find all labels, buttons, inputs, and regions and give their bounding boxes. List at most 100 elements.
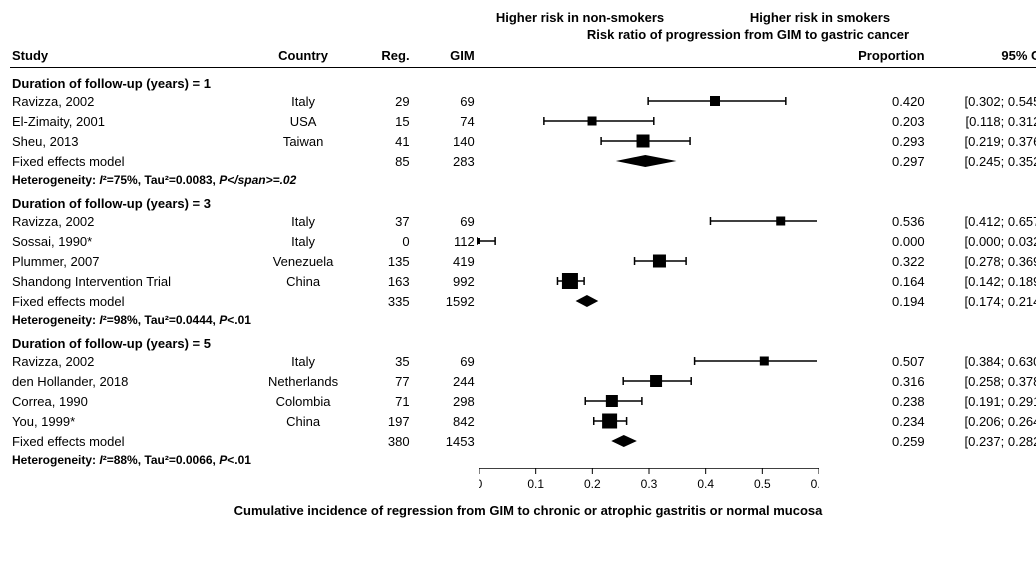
table-row: Ravizza, 2002Italy37690.536[0.412; 0.657… xyxy=(10,212,1036,232)
header-right-label: Higher risk in smokers xyxy=(710,10,930,27)
country-label xyxy=(249,152,358,172)
reg-value: 163 xyxy=(357,272,411,292)
ci-value: [0.384; 0.630] xyxy=(927,352,1036,372)
bottom-caption-row: Cumulative incidence of regression from … xyxy=(10,497,1036,519)
svg-text:0.1: 0.1 xyxy=(527,477,544,491)
reg-value: 85 xyxy=(357,152,411,172)
reg-value: 77 xyxy=(357,372,411,392)
forest-marker xyxy=(477,352,850,372)
svg-text:0.3: 0.3 xyxy=(640,477,657,491)
group-title: Duration of follow-up (years) = 1 xyxy=(10,67,1036,92)
reg-value: 135 xyxy=(357,252,411,272)
ci-value: [0.258; 0.378] xyxy=(927,372,1036,392)
proportion-value: 0.297 xyxy=(850,152,926,172)
proportion-value: 0.316 xyxy=(850,372,926,392)
proportion-value: 0.420 xyxy=(850,92,926,112)
heterogeneity-text: Heterogeneity: I²=88%, Tau²=0.0066, P<.0… xyxy=(10,452,1036,468)
study-label: Sheu, 2013 xyxy=(10,132,249,152)
forest-marker xyxy=(477,112,850,132)
bottom-caption: Cumulative incidence of regression from … xyxy=(10,497,1036,519)
table-row: Ravizza, 2002Italy35690.507[0.384; 0.630… xyxy=(10,352,1036,372)
svg-text:0.5: 0.5 xyxy=(754,477,771,491)
forest-plot-table: Study Country Reg. GIM Proportion 95% CI… xyxy=(10,44,1036,519)
heterogeneity-text: Heterogeneity: I²=75%, Tau²=0.0083, P</s… xyxy=(10,172,1036,188)
forest-marker xyxy=(477,392,850,412)
ci-value: [0.245; 0.352] xyxy=(927,152,1036,172)
reg-value: 197 xyxy=(357,412,411,432)
proportion-value: 0.238 xyxy=(850,392,926,412)
gim-value: 992 xyxy=(412,272,477,292)
table-row: El-Zimaity, 2001USA15740.203[0.118; 0.31… xyxy=(10,112,1036,132)
group-header: Duration of follow-up (years) = 1 xyxy=(10,67,1036,92)
forest-plot-top-header: Higher risk in non-smokers Higher risk i… xyxy=(450,10,1036,44)
col-study: Study xyxy=(10,44,249,68)
country-label: Italy xyxy=(249,352,358,372)
ci-value: [0.219; 0.376] xyxy=(927,132,1036,152)
heterogeneity-row: Heterogeneity: I²=75%, Tau²=0.0083, P</s… xyxy=(10,172,1036,188)
forest-marker xyxy=(477,272,850,292)
col-plot xyxy=(477,44,850,68)
study-label: Ravizza, 2002 xyxy=(10,212,249,232)
ci-value: [0.174; 0.214] xyxy=(927,292,1036,312)
forest-marker xyxy=(477,92,850,112)
table-row: You, 1999*China1978420.234[0.206; 0.264] xyxy=(10,412,1036,432)
ci-value: [0.302; 0.545] xyxy=(927,92,1036,112)
heterogeneity-row: Heterogeneity: I²=88%, Tau²=0.0066, P<.0… xyxy=(10,452,1036,468)
col-proportion: Proportion xyxy=(850,44,926,68)
proportion-value: 0.000 xyxy=(850,232,926,252)
reg-value: 380 xyxy=(357,432,411,452)
country-label: Italy xyxy=(249,212,358,232)
table-row: Fixed effects model 85283 0.297[0.245; 0.3… xyxy=(10,152,1036,172)
study-label: Plummer, 2007 xyxy=(10,252,249,272)
table-row: Sossai, 1990*Italy01120.000[0.000; 0.032… xyxy=(10,232,1036,252)
proportion-value: 0.322 xyxy=(850,252,926,272)
proportion-value: 0.234 xyxy=(850,412,926,432)
country-label: Italy xyxy=(249,232,358,252)
svg-text:0.4: 0.4 xyxy=(697,477,714,491)
study-label: El-Zimaity, 2001 xyxy=(10,112,249,132)
axis: 00.10.20.30.40.50.6 xyxy=(477,468,850,497)
table-row: den Hollander, 2018Netherlands772440.316… xyxy=(10,372,1036,392)
table-row: Ravizza, 2002Italy29690.420[0.302; 0.545… xyxy=(10,92,1036,112)
gim-value: 1592 xyxy=(412,292,477,312)
forest-marker xyxy=(477,212,850,232)
forest-marker xyxy=(477,252,850,272)
proportion-value: 0.203 xyxy=(850,112,926,132)
study-label: Fixed effects model xyxy=(10,152,249,172)
country-label: China xyxy=(249,272,358,292)
table-row: Fixed effects model38014530.259[0.237; 0… xyxy=(10,432,1036,452)
header-row: Study Country Reg. GIM Proportion 95% CI xyxy=(10,44,1036,68)
gim-value: 69 xyxy=(412,92,477,112)
gim-value: 69 xyxy=(412,212,477,232)
gim-value: 1453 xyxy=(412,432,477,452)
col-gim: GIM xyxy=(412,44,477,68)
forest-marker xyxy=(477,132,850,152)
reg-value: 41 xyxy=(357,132,411,152)
country-label: Taiwan xyxy=(249,132,358,152)
proportion-value: 0.536 xyxy=(850,212,926,232)
country-label: Colombia xyxy=(249,392,358,412)
reg-value: 29 xyxy=(357,92,411,112)
proportion-value: 0.164 xyxy=(850,272,926,292)
country-label: Venezuela xyxy=(249,252,358,272)
reg-value: 37 xyxy=(357,212,411,232)
table-row: Plummer, 2007Venezuela1354190.322[0.278;… xyxy=(10,252,1036,272)
forest-marker xyxy=(477,372,850,392)
study-label: You, 1999* xyxy=(10,412,249,432)
country-label xyxy=(249,292,358,312)
ci-value: [0.206; 0.264] xyxy=(927,412,1036,432)
gim-value: 283 xyxy=(412,152,477,172)
gim-value: 74 xyxy=(412,112,477,132)
country-label xyxy=(249,432,358,452)
gim-value: 140 xyxy=(412,132,477,152)
svg-text:0: 0 xyxy=(479,477,483,491)
heterogeneity-row: Heterogeneity: I²=98%, Tau²=0.0444, P<.0… xyxy=(10,312,1036,328)
study-label: Ravizza, 2002 xyxy=(10,92,249,112)
gim-value: 244 xyxy=(412,372,477,392)
study-label: Sossai, 1990* xyxy=(10,232,249,252)
axis-row: 00.10.20.30.40.50.6 xyxy=(10,468,1036,497)
table-row: Sheu, 2013Taiwan411400.293[0.219; 0.376] xyxy=(10,132,1036,152)
group-header: Duration of follow-up (years) = 5 xyxy=(10,328,1036,352)
gim-value: 842 xyxy=(412,412,477,432)
country-label: USA xyxy=(249,112,358,132)
